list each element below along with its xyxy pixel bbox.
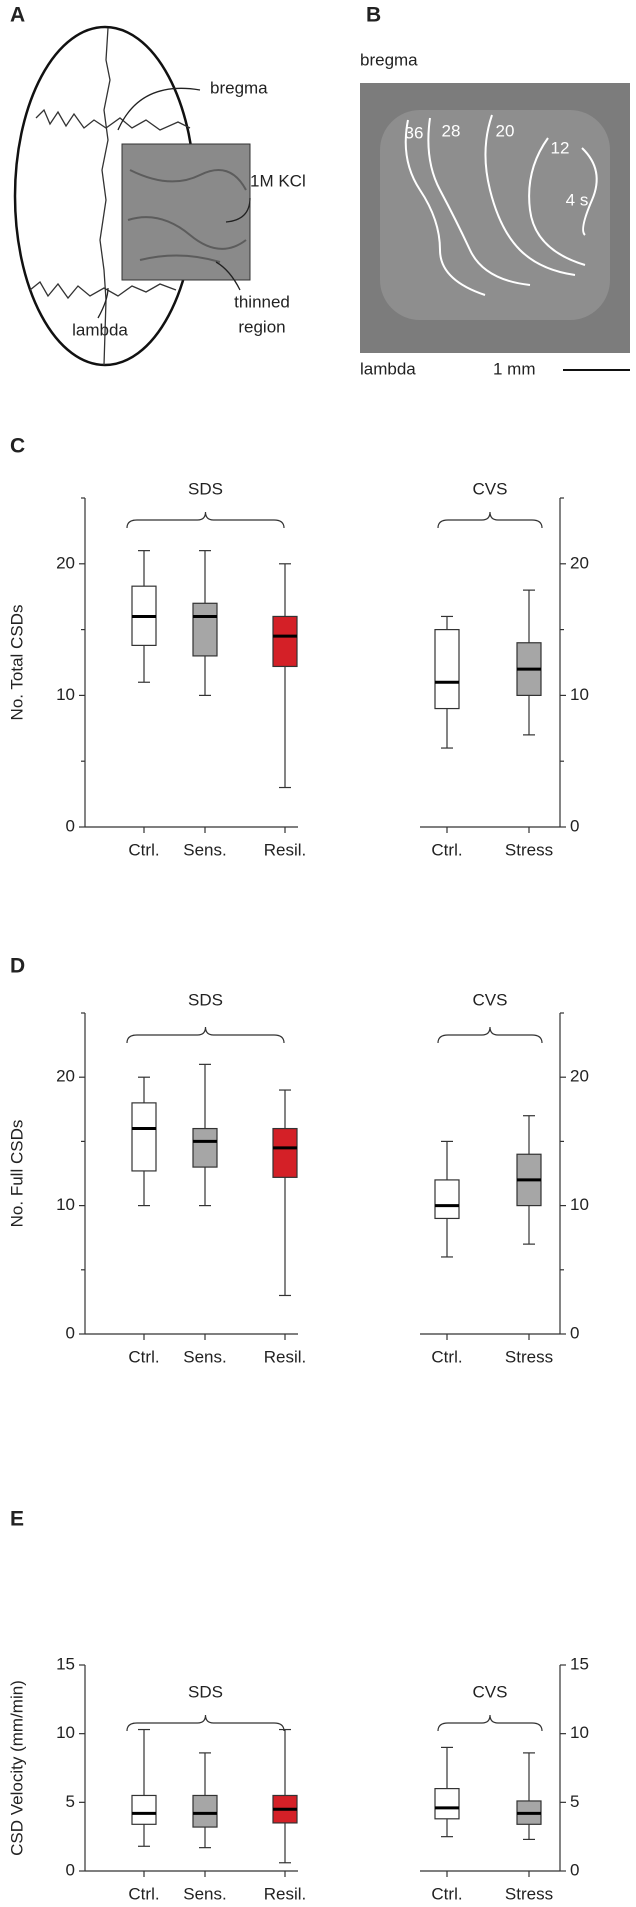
cortex-photo-region [380,110,610,320]
x-tick-label: Ctrl. [431,1347,462,1366]
group-label: SDS [188,990,223,1009]
suture [29,281,177,300]
panel-letter: C [10,435,25,458]
box [434,1787,460,1820]
panel-letter: D [10,955,25,978]
y-tick-label: 15 [56,1654,75,1673]
bregma-label: bregma [360,50,418,69]
bregma-label: bregma [210,78,268,97]
box [192,1127,218,1168]
y2-tick-label: 10 [570,685,589,704]
wavefronts [404,114,598,296]
box [131,1102,157,1172]
y2-tick-label: 10 [570,1195,589,1214]
group-brace [437,1026,543,1044]
group-brace [126,1714,285,1732]
y2-tick-label: 15 [570,1654,589,1673]
box [434,1179,460,1220]
box-chart: E CSD Velocity (mm/min) 0 0 5 5 10 10 15 15 SDS Ctr… [7,1508,588,1904]
x-tick-label: Ctrl. [128,840,159,859]
y2-tick-label: 0 [570,1860,579,1879]
y-tick-label: 10 [56,1195,75,1214]
panel-letter: E [10,1508,24,1531]
thinned-label: thinned [234,292,290,311]
y-axis-label: CSD Velocity (mm/min) [7,1680,26,1856]
x-tick-label: Stress [505,1347,553,1366]
suture [99,27,111,366]
y2-tick-label: 20 [570,553,589,572]
wave-label: 36 [405,123,424,142]
y-tick-label: 0 [66,1323,75,1342]
box-chart: C No. Total CSDs 0 0 10 10 20 20 SDS Ctrl. Sens. Re… [7,435,588,860]
lambda-label: lambda [360,359,416,378]
box-chart: D No. Full CSDs 0 0 10 10 20 20 SDS Ctrl. Sens. Res… [7,955,588,1367]
panel-letter: A [10,4,25,27]
wave-label: 28 [442,121,461,140]
arrow [225,197,251,223]
y2-tick-label: 10 [570,1723,589,1742]
wave-label: 12 [551,138,570,157]
x-tick-label: Sens. [183,840,226,859]
x-tick-label: Ctrl. [431,840,462,859]
arrow [97,287,109,319]
x-tick-label: Resil. [264,1347,307,1366]
box [434,628,460,710]
x-tick-label: Resil. [264,1884,307,1903]
group-brace [126,511,285,529]
box [272,615,298,668]
group-label: SDS [188,479,223,498]
arrow [117,87,201,131]
box [131,1794,157,1825]
group-label: CVS [473,479,508,498]
x-tick-label: Sens. [183,1884,226,1903]
x-tick-label: Sens. [183,1347,226,1366]
y-tick-label: 20 [56,1067,75,1086]
group-label: SDS [188,1682,223,1701]
y-axis-label: No. Total CSDs [7,605,26,721]
group-brace [437,511,543,529]
y-tick-label: 20 [56,553,75,572]
group-label: CVS [473,990,508,1009]
panel-letter: B [366,4,381,27]
scale-label: 1 mm [493,359,536,378]
box [192,602,218,657]
y2-tick-label: 0 [570,1323,579,1342]
wave-label: 20 [496,121,515,140]
x-tick-label: Resil. [264,840,307,859]
arrow [215,261,241,291]
y2-tick-label: 0 [570,816,579,835]
x-tick-label: Ctrl. [128,1347,159,1366]
x-tick-label: Stress [505,840,553,859]
x-tick-label: Ctrl. [128,1884,159,1903]
y2-tick-label: 5 [570,1792,579,1811]
wave-label: 4 s [566,190,589,209]
y-tick-label: 5 [66,1792,75,1811]
y-axis-label: No. Full CSDs [7,1120,26,1228]
y2-tick-label: 20 [570,1067,589,1086]
group-brace [126,1026,285,1044]
group-brace [437,1714,543,1732]
thinned-skull-photo [121,143,251,281]
x-tick-label: Ctrl. [431,1884,462,1903]
y-tick-label: 10 [56,685,75,704]
y-tick-label: 0 [66,1860,75,1879]
box [192,1794,218,1828]
panel-b: B bregma 36 28 20 12 4 s lambda 1 mm [360,4,630,378]
y-tick-label: 0 [66,816,75,835]
suture [35,108,191,131]
group-label: CVS [473,1682,508,1701]
panel-a: A bregma 1M KCl lambda thinned region [10,4,306,367]
y-tick-label: 10 [56,1723,75,1742]
lambda-label: lambda [72,320,128,339]
x-tick-label: Stress [505,1884,553,1903]
thinned-label: region [238,317,285,336]
kcl-label: 1M KCl [250,171,306,190]
box [272,1127,298,1178]
vessels [127,169,247,263]
